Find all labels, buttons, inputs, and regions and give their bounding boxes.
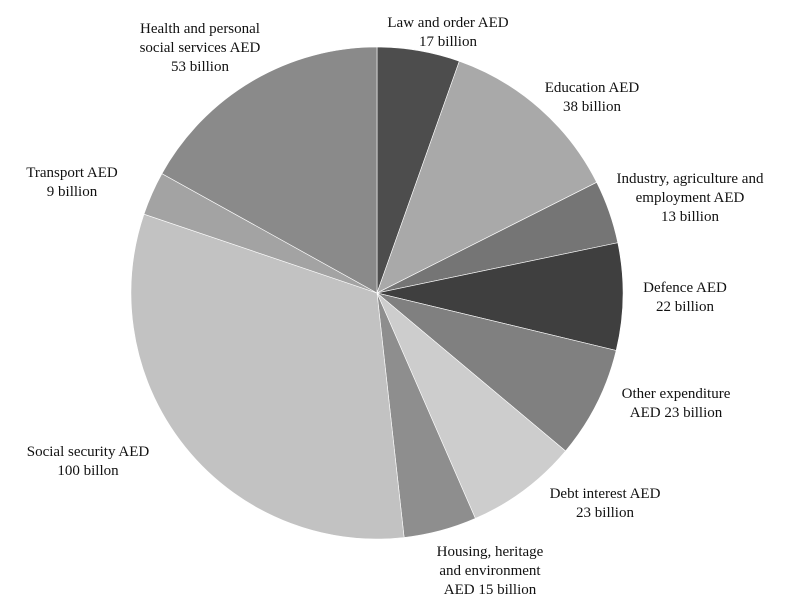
slice-label-line: 13 billion <box>661 209 719 225</box>
slice-label-line: 9 billion <box>47 184 98 200</box>
slice-label-line: Transport AED <box>26 165 118 181</box>
slice-label-line: social services AED <box>140 40 261 56</box>
slice-label-line: Law and order AED <box>387 15 508 31</box>
slice-label-line: 23 billion <box>576 505 634 521</box>
slice-label: Health and personal social services AED 53… <box>140 21 261 75</box>
slice-label-line: 100 billon <box>57 463 119 479</box>
slice-label: Other expenditure AED 23 billion <box>622 386 731 421</box>
slice-label-line: 38 billion <box>563 99 621 115</box>
slice-label-line: Education AED <box>545 80 640 96</box>
slice-label-line: AED 23 billion <box>630 405 723 421</box>
slice-label-line: Debt interest AED <box>550 486 661 502</box>
slice-label-line: 17 billion <box>419 34 477 50</box>
slice-label: Industry, agriculture and employment AED 1… <box>617 171 764 225</box>
slice-label: Education AED 38 billion <box>545 80 640 115</box>
slice-label-line: employment AED <box>636 190 745 206</box>
slice-label-line: Defence AED <box>643 280 727 296</box>
pie-slice <box>161 46 378 294</box>
pie-slice <box>376 242 624 351</box>
pie-slice <box>376 292 566 519</box>
slice-label: Law and order AED 17 billion <box>387 15 508 50</box>
slice-label-line: Social security AED <box>27 444 150 460</box>
slice-label: Transport AED 9 billion <box>26 165 118 200</box>
pie-slice <box>376 292 617 452</box>
slice-label-line: and environment <box>439 563 541 579</box>
slice-label-line: Health and personal <box>140 21 260 37</box>
pie-slice <box>376 60 598 294</box>
slice-label-line: 53 billion <box>171 59 229 75</box>
slice-label: Debt interest AED 23 billion <box>550 486 661 521</box>
slice-label-line: Industry, agriculture and <box>617 171 764 187</box>
slice-label-line: 22 billion <box>656 299 714 315</box>
slice-label: Housing, heritage and environment AED 15 b… <box>437 544 544 598</box>
slice-label-line: Housing, heritage <box>437 544 544 560</box>
pie-slice <box>130 213 405 540</box>
slice-label-line: AED 15 billion <box>444 582 537 598</box>
slice-label: Social security AED 100 billon <box>27 444 150 479</box>
slice-label: Defence AED 22 billion <box>643 280 727 315</box>
slice-label-line: Other expenditure <box>622 386 731 402</box>
